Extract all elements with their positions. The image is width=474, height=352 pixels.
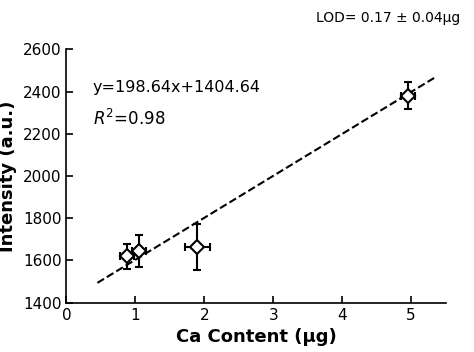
- Y-axis label: Intensity (a.u.): Intensity (a.u.): [0, 100, 18, 252]
- X-axis label: Ca Content (μg): Ca Content (μg): [175, 328, 337, 346]
- Text: y=198.64x+1404.64: y=198.64x+1404.64: [93, 80, 261, 95]
- Text: LOD= 0.17 ± 0.04μg: LOD= 0.17 ± 0.04μg: [316, 11, 460, 25]
- Text: $R^2$=0.98: $R^2$=0.98: [93, 109, 165, 129]
